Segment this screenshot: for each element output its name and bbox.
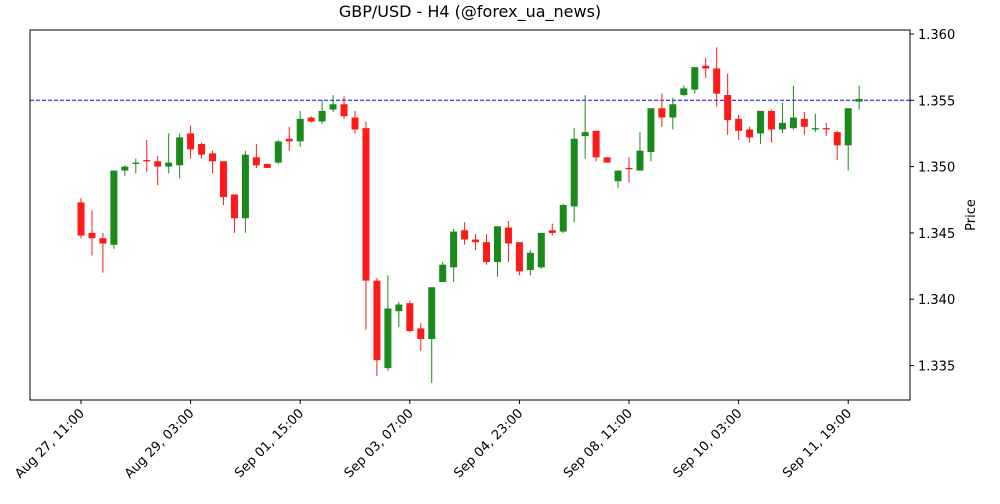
candle-body — [395, 304, 403, 312]
candle-body — [340, 104, 348, 117]
candle-body — [559, 205, 567, 232]
candle-body — [515, 242, 523, 272]
candle-body — [121, 166, 129, 171]
x-tick-label: Sep 11, 19:00 — [780, 406, 855, 481]
candle-body — [209, 153, 217, 162]
candle-body — [680, 88, 688, 95]
candle-body — [285, 138, 293, 142]
candle-body — [241, 154, 249, 219]
x-tick-label: Sep 04, 23:00 — [451, 406, 526, 481]
x-tick-label: Sep 03, 07:00 — [342, 406, 417, 481]
candle-body — [581, 132, 589, 137]
candle-body — [746, 129, 754, 138]
candle-body — [99, 238, 107, 244]
candle-body — [636, 150, 644, 171]
candle-body — [625, 167, 633, 170]
candle-body — [461, 230, 469, 240]
candle-body — [362, 128, 370, 281]
candle-body — [219, 161, 227, 198]
y-tick-label: 1.360 — [918, 28, 955, 43]
candle-body — [406, 303, 414, 332]
candle-body — [417, 328, 425, 339]
candle-body — [318, 110, 326, 122]
candle-body — [724, 94, 732, 121]
candle-body — [811, 128, 819, 130]
candle-body — [110, 170, 118, 245]
x-tick-label: Aug 27, 11:00 — [12, 406, 88, 482]
candle-body — [263, 163, 271, 168]
candle-body — [165, 162, 173, 167]
candle-body — [88, 232, 96, 239]
candle-body — [800, 118, 808, 127]
candle-body — [132, 162, 140, 164]
candle-body — [537, 232, 545, 268]
candle-body — [483, 242, 491, 263]
candle-body — [450, 231, 458, 268]
candle-body — [351, 117, 359, 130]
candle-body — [252, 157, 260, 166]
candle-body — [428, 287, 436, 339]
candle-body — [296, 118, 304, 142]
candle-body — [329, 104, 337, 110]
y-tick-label: 1.355 — [918, 94, 955, 109]
y-tick-label: 1.335 — [918, 360, 955, 375]
candle-body — [658, 108, 666, 118]
candle-body — [767, 110, 775, 130]
candle-body — [647, 108, 655, 153]
candle-body — [735, 118, 743, 131]
x-tick-label: Aug 29, 03:00 — [122, 406, 198, 482]
candle-body — [833, 132, 841, 146]
candle-body — [373, 280, 381, 361]
plot-frame — [29, 29, 911, 401]
x-tick-label: Sep 08, 11:00 — [561, 406, 636, 481]
candle-body — [855, 98, 863, 102]
y-tick-label: 1.350 — [918, 161, 955, 176]
candle-body — [592, 130, 600, 158]
candle-body — [143, 159, 151, 162]
x-tick-label: Sep 01, 15:00 — [232, 406, 307, 481]
candle-body — [614, 170, 622, 182]
candle-body — [548, 230, 556, 233]
candle-body — [307, 117, 315, 122]
candle-body — [822, 128, 830, 130]
candle-body — [702, 65, 710, 69]
candle-body — [691, 67, 699, 90]
candle-body — [187, 133, 195, 150]
candle-body — [198, 144, 206, 155]
y-tick-label: 1.340 — [918, 293, 955, 308]
candle-body — [757, 110, 765, 134]
candle-body — [713, 68, 721, 94]
candle-body — [274, 141, 282, 163]
y-tick-label: 1.345 — [918, 227, 955, 242]
candle-body — [504, 227, 512, 244]
candle-body — [230, 194, 238, 219]
candle-body — [603, 157, 611, 163]
candle-body — [154, 161, 162, 167]
candle-body — [77, 202, 85, 236]
candle-body — [472, 239, 480, 243]
x-tick-label: Sep 10, 03:00 — [671, 406, 746, 481]
candle-body — [789, 117, 797, 129]
candle-body — [384, 308, 392, 369]
candle-body — [176, 137, 184, 166]
candle-body — [526, 252, 534, 271]
candle-body — [669, 104, 677, 118]
candle-body — [844, 108, 852, 146]
candle-body — [778, 122, 786, 130]
candle-body — [439, 264, 447, 282]
candle-body — [570, 138, 578, 207]
candle-body — [493, 226, 501, 263]
chart-title: GBP/USD - H4 (@forex_ua_news) — [339, 2, 601, 22]
y-axis-label: Price — [964, 199, 979, 231]
